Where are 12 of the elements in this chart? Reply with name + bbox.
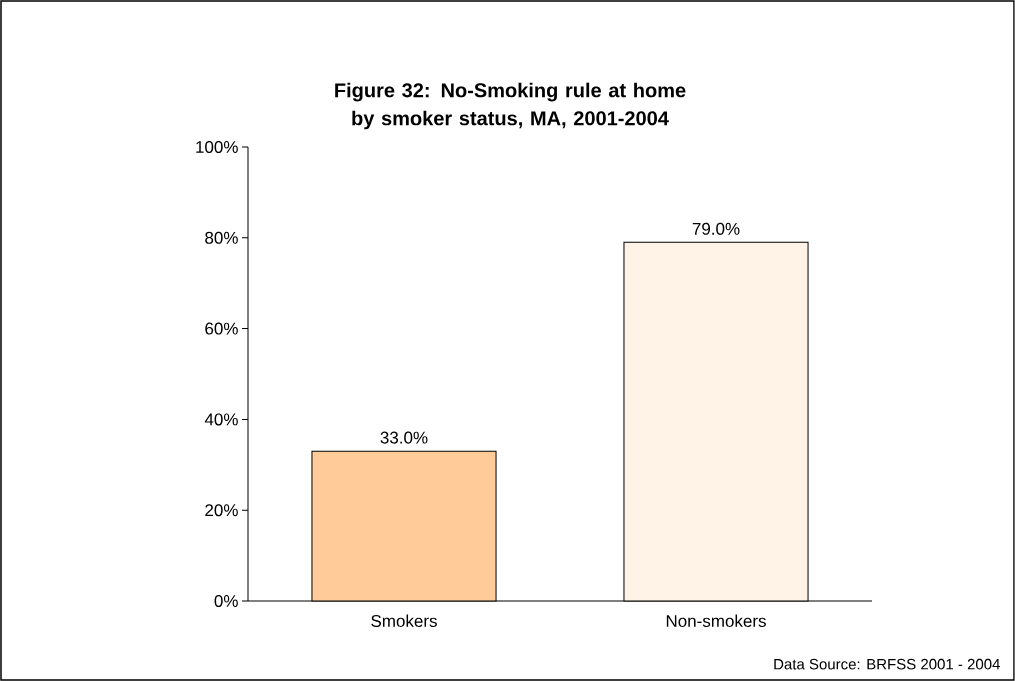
x-tick-label: Non-smokers [666,614,766,628]
y-tick-label: 20% [205,504,238,517]
x-tick-label: Smokers [371,614,437,628]
y-tick-label: 100% [196,140,238,154]
data-label: 79.0% [692,222,740,235]
chart-title: Figure 32: No-Smoking rule at home by smoker status, MA, 2001-2004 [335,82,686,130]
data-label: 33.0% [380,431,428,444]
y-tick-label: 0% [214,594,238,608]
y-tick-label: 80% [205,231,238,244]
source-note: Data Source: BRFSS 2001 - 2004 [774,658,1000,670]
y-tick-label: 60% [205,322,238,335]
y-tick-label: 40% [204,413,238,426]
